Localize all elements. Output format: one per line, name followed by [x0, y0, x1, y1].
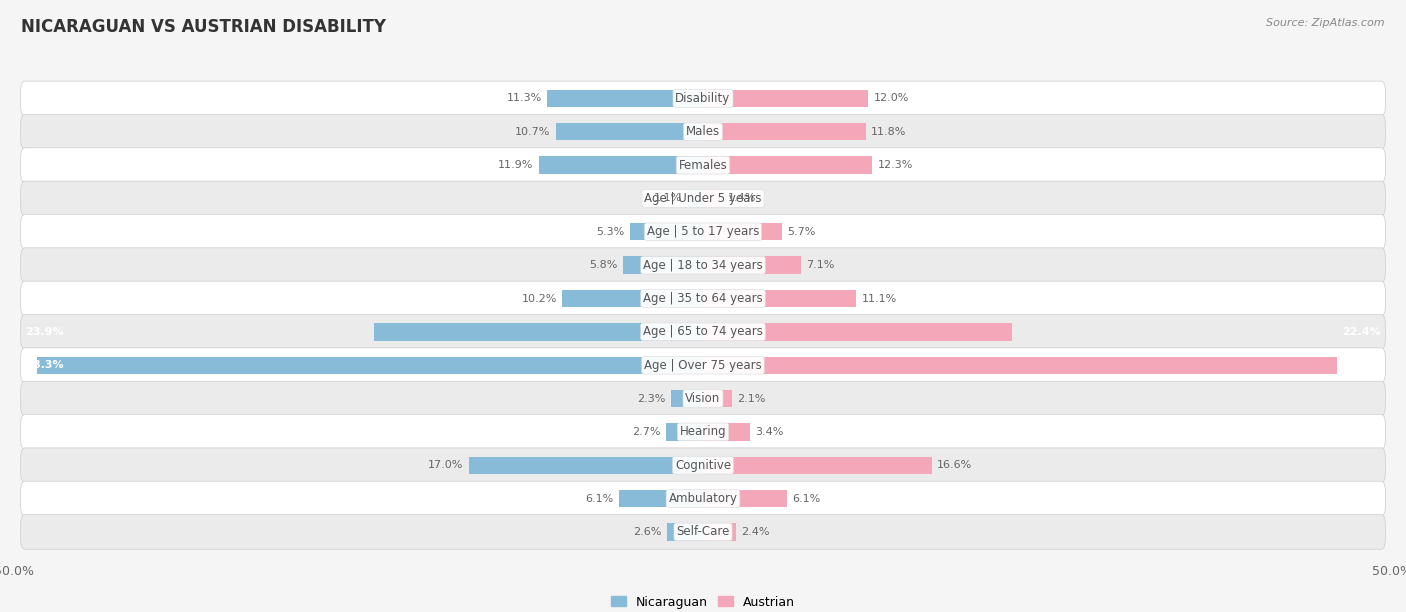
- Text: Age | 65 to 74 years: Age | 65 to 74 years: [643, 326, 763, 338]
- Text: 11.9%: 11.9%: [498, 160, 533, 170]
- Bar: [671, 390, 703, 407]
- Text: 6.1%: 6.1%: [585, 493, 613, 504]
- Text: Vision: Vision: [685, 392, 721, 405]
- Text: Source: ZipAtlas.com: Source: ZipAtlas.com: [1267, 18, 1385, 28]
- Bar: [562, 290, 703, 307]
- FancyBboxPatch shape: [21, 214, 1385, 249]
- Bar: [703, 357, 1337, 374]
- Text: Ambulatory: Ambulatory: [668, 492, 738, 505]
- Text: Males: Males: [686, 125, 720, 138]
- FancyBboxPatch shape: [21, 348, 1385, 382]
- Legend: Nicaraguan, Austrian: Nicaraguan, Austrian: [606, 591, 800, 612]
- Bar: [547, 90, 703, 107]
- Text: 10.2%: 10.2%: [522, 294, 557, 304]
- Text: 1.4%: 1.4%: [728, 193, 756, 203]
- Bar: [703, 457, 932, 474]
- Text: 2.1%: 2.1%: [738, 394, 766, 403]
- FancyBboxPatch shape: [21, 281, 1385, 316]
- Text: 5.7%: 5.7%: [787, 227, 815, 237]
- Text: 22.4%: 22.4%: [1343, 327, 1381, 337]
- Text: 11.1%: 11.1%: [862, 294, 897, 304]
- Bar: [703, 90, 869, 107]
- Bar: [630, 223, 703, 241]
- Text: 7.1%: 7.1%: [807, 260, 835, 270]
- Bar: [703, 323, 1012, 340]
- Text: 3.4%: 3.4%: [755, 427, 783, 437]
- Text: 12.0%: 12.0%: [875, 94, 910, 103]
- Text: 16.6%: 16.6%: [938, 460, 973, 470]
- Text: 23.9%: 23.9%: [25, 327, 63, 337]
- Bar: [374, 323, 703, 340]
- Bar: [703, 390, 733, 407]
- Bar: [703, 523, 737, 540]
- FancyBboxPatch shape: [21, 315, 1385, 349]
- FancyBboxPatch shape: [21, 448, 1385, 483]
- FancyBboxPatch shape: [21, 414, 1385, 449]
- Text: Age | Over 75 years: Age | Over 75 years: [644, 359, 762, 371]
- Text: 48.3%: 48.3%: [25, 360, 63, 370]
- Text: Self-Care: Self-Care: [676, 526, 730, 539]
- Text: 17.0%: 17.0%: [427, 460, 463, 470]
- Bar: [668, 523, 703, 540]
- Text: Age | 35 to 64 years: Age | 35 to 64 years: [643, 292, 763, 305]
- Bar: [619, 490, 703, 507]
- Bar: [623, 256, 703, 274]
- Text: 11.8%: 11.8%: [872, 127, 907, 137]
- Text: 12.3%: 12.3%: [877, 160, 914, 170]
- Text: Age | 18 to 34 years: Age | 18 to 34 years: [643, 259, 763, 272]
- Text: 5.3%: 5.3%: [596, 227, 624, 237]
- Bar: [666, 424, 703, 441]
- Bar: [703, 424, 749, 441]
- Text: Hearing: Hearing: [679, 425, 727, 438]
- FancyBboxPatch shape: [21, 147, 1385, 182]
- Bar: [703, 157, 873, 174]
- FancyBboxPatch shape: [21, 248, 1385, 283]
- Bar: [38, 357, 703, 374]
- Bar: [468, 457, 703, 474]
- Text: 2.6%: 2.6%: [633, 527, 662, 537]
- Text: NICARAGUAN VS AUSTRIAN DISABILITY: NICARAGUAN VS AUSTRIAN DISABILITY: [21, 18, 387, 36]
- FancyBboxPatch shape: [21, 81, 1385, 116]
- Text: 5.8%: 5.8%: [589, 260, 617, 270]
- Text: 2.3%: 2.3%: [637, 394, 666, 403]
- Text: Females: Females: [679, 159, 727, 171]
- FancyBboxPatch shape: [21, 481, 1385, 516]
- Bar: [555, 123, 703, 141]
- Text: 6.1%: 6.1%: [793, 493, 821, 504]
- Text: Age | Under 5 years: Age | Under 5 years: [644, 192, 762, 205]
- Bar: [703, 290, 856, 307]
- FancyBboxPatch shape: [21, 181, 1385, 216]
- Bar: [538, 157, 703, 174]
- Text: Disability: Disability: [675, 92, 731, 105]
- Bar: [703, 123, 866, 141]
- Bar: [688, 190, 703, 207]
- Text: 46.0%: 46.0%: [1343, 360, 1381, 370]
- Text: 1.1%: 1.1%: [654, 193, 682, 203]
- Bar: [703, 490, 787, 507]
- Bar: [703, 223, 782, 241]
- FancyBboxPatch shape: [21, 381, 1385, 416]
- FancyBboxPatch shape: [21, 114, 1385, 149]
- Bar: [703, 256, 801, 274]
- FancyBboxPatch shape: [21, 515, 1385, 549]
- Text: 10.7%: 10.7%: [515, 127, 550, 137]
- Bar: [703, 190, 723, 207]
- Text: 11.3%: 11.3%: [506, 94, 541, 103]
- Text: 2.7%: 2.7%: [631, 427, 661, 437]
- Text: 2.4%: 2.4%: [741, 527, 770, 537]
- Text: Cognitive: Cognitive: [675, 459, 731, 472]
- Text: Age | 5 to 17 years: Age | 5 to 17 years: [647, 225, 759, 238]
